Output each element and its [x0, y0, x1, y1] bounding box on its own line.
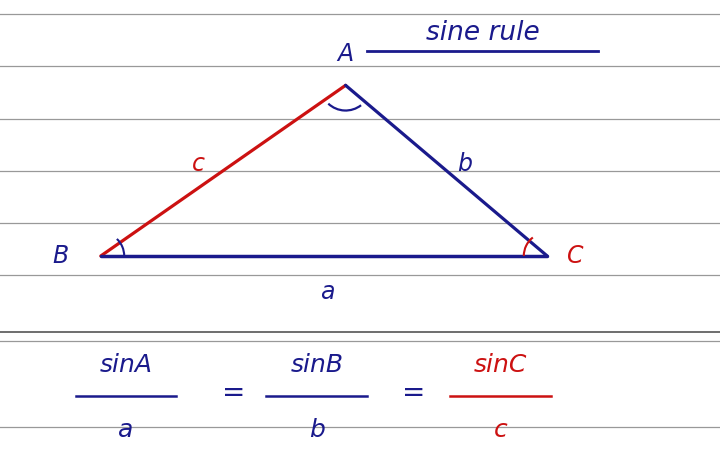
Text: sinB: sinB	[290, 353, 343, 377]
Text: b: b	[457, 152, 472, 175]
Text: a: a	[118, 418, 134, 442]
Text: sinC: sinC	[474, 353, 527, 377]
Text: sine rule: sine rule	[426, 20, 539, 46]
Text: sinA: sinA	[99, 353, 153, 377]
Text: a: a	[320, 280, 335, 303]
Text: C: C	[567, 244, 584, 268]
Text: b: b	[309, 418, 325, 442]
Text: B: B	[52, 244, 68, 268]
Text: A: A	[338, 42, 354, 66]
Text: c: c	[493, 418, 508, 442]
Text: c: c	[192, 152, 204, 175]
Text: =: =	[222, 379, 246, 408]
Text: =: =	[402, 379, 426, 408]
